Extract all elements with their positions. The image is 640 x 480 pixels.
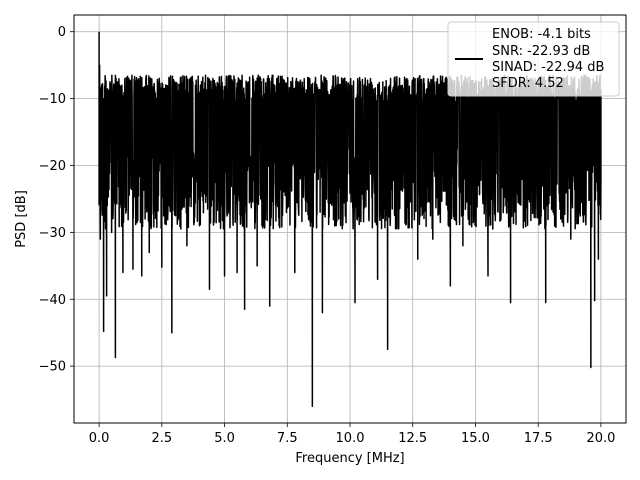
x-tick-label: 17.5 xyxy=(524,431,553,446)
x-axis-ticks: 0.0 2.5 5.0 7.5 10.0 12.5 15.0 17.5 20.0 xyxy=(89,423,615,446)
legend-entry-line-1: ENOB: -4.1 bits xyxy=(492,27,591,42)
x-tick-label: 10.0 xyxy=(336,431,365,446)
y-tick-label: 0 xyxy=(58,25,66,40)
y-tick-label: −10 xyxy=(39,92,66,107)
x-tick-label: 15.0 xyxy=(461,431,490,446)
legend-entry-line-4: SFDR: 4.52 xyxy=(492,76,564,91)
y-axis-ticks: 0 −10 −20 −30 −40 −50 xyxy=(39,25,74,375)
x-tick-label: 20.0 xyxy=(586,431,615,446)
legend-entry-line-2: SNR: -22.93 dB xyxy=(492,44,590,59)
legend: ENOB: -4.1 bits SNR: -22.93 dB SINAD: -2… xyxy=(447,21,620,97)
x-tick-label: 7.5 xyxy=(277,431,298,446)
y-tick-label: −20 xyxy=(39,159,66,174)
legend-box xyxy=(447,21,620,97)
y-tick-label: −50 xyxy=(39,360,66,375)
y-axis-title: PSD [dB] xyxy=(14,190,29,248)
x-tick-label: 5.0 xyxy=(214,431,235,446)
y-tick-label: −30 xyxy=(39,226,66,241)
x-axis-title: Frequency [MHz] xyxy=(295,451,404,466)
plot-area xyxy=(98,31,602,408)
x-tick-label: 0.0 xyxy=(89,431,110,446)
legend-entry-line-3: SINAD: -22.94 dB xyxy=(492,60,604,75)
series-layer xyxy=(98,31,602,408)
x-tick-label: 2.5 xyxy=(151,431,172,446)
y-tick-label: −40 xyxy=(39,293,66,308)
x-tick-label: 12.5 xyxy=(398,431,427,446)
psd-series-line xyxy=(98,31,602,408)
